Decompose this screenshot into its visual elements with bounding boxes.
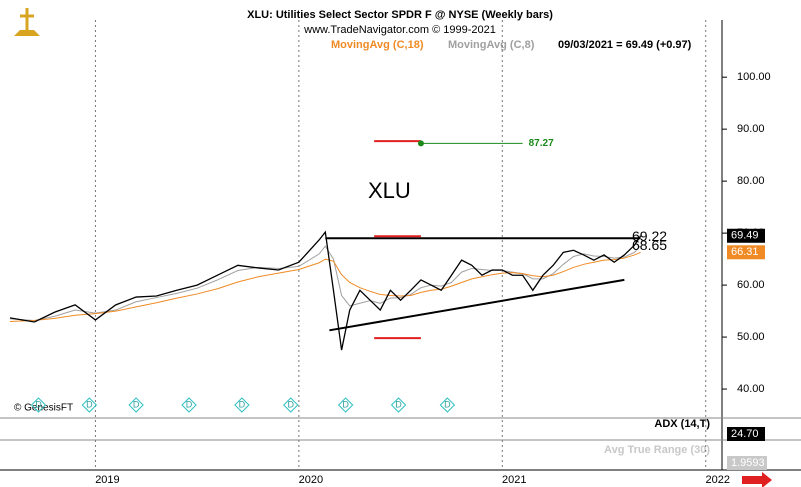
price-tag-label: 69.49 — [731, 230, 759, 242]
price-tag — [727, 245, 765, 260]
moving-average — [9, 251, 641, 322]
dividend-marker — [439, 397, 456, 413]
price-line — [9, 230, 642, 351]
x-tick-label: 2020 — [299, 474, 323, 486]
dividend-marker — [337, 397, 354, 413]
dividend-label: D — [239, 399, 246, 409]
y-tick-label: 40.00 — [737, 383, 765, 395]
value-tag — [727, 456, 767, 470]
dividend-label: D — [444, 399, 451, 409]
target-dot — [417, 140, 424, 147]
dividend-label: D — [35, 399, 42, 409]
legend-entry: MovingAvg (C,8) — [448, 39, 535, 51]
price-tag — [727, 228, 765, 243]
value-tag — [727, 427, 765, 441]
pane-title: Avg True Range (30) — [604, 444, 710, 456]
annotation: XLU — [368, 178, 411, 203]
dividend-label: D — [342, 399, 349, 409]
dividend-label: D — [86, 399, 93, 409]
pane-title: ADX (14,T) — [654, 418, 710, 430]
pane-value: 24.70 — [731, 428, 759, 440]
price-tag-label: 66.31 — [731, 246, 759, 258]
logo — [14, 8, 40, 36]
copyright: © GenesisFT — [14, 403, 73, 414]
legend-entry: MovingAvg (C,18) — [331, 39, 424, 51]
level-label: 69.22 — [632, 228, 667, 244]
last-quote: 09/03/2021 = 69.49 (+0.97) — [558, 39, 692, 51]
dividend-label: D — [186, 399, 193, 409]
dividend-marker — [30, 397, 47, 413]
trendline — [329, 278, 625, 332]
moving-average — [9, 245, 642, 321]
dividend-marker — [234, 397, 250, 413]
dividend-label: D — [395, 399, 402, 409]
x-tick-label: 2019 — [95, 474, 119, 486]
chart-title: XLU: Utilities Select Sector SPDR F @ NY… — [247, 9, 553, 21]
scroll-arrow[interactable] — [742, 472, 772, 487]
dividend-label: D — [133, 399, 140, 409]
x-tick-label: 2022 — [705, 474, 729, 486]
pane-value: 1.9593 — [731, 457, 765, 469]
y-tick-label: 60.00 — [737, 279, 765, 291]
level-label: 68.65 — [632, 237, 667, 253]
dividend-marker — [181, 397, 197, 413]
y-tick-label: 50.00 — [737, 331, 765, 343]
y-tick-label: 80.00 — [737, 175, 765, 187]
x-tick-label: 2021 — [502, 474, 526, 486]
dividend-marker — [283, 397, 299, 413]
dividend-marker — [81, 397, 98, 413]
subtitle: www.TradeNavigator.com © 1999-2021 — [303, 24, 496, 36]
y-tick-label: 90.00 — [737, 123, 765, 135]
dividend-marker — [390, 397, 407, 413]
target-label: 87.27 — [529, 138, 554, 149]
dividend-marker — [128, 397, 144, 413]
dividend-label: D — [287, 399, 294, 409]
y-tick-label: 100.00 — [737, 71, 771, 83]
